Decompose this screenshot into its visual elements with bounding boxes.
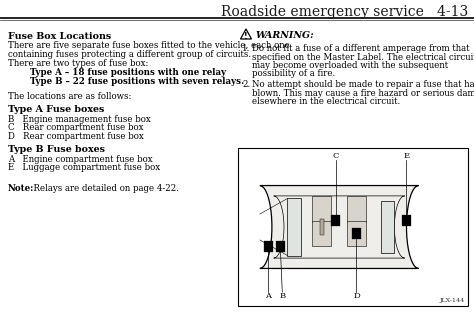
Bar: [402, 214, 411, 226]
Bar: [352, 227, 361, 239]
Text: C: C: [333, 152, 339, 160]
Text: possibility of a fire.: possibility of a fire.: [252, 70, 335, 79]
Text: may become overloaded with the subsequent: may become overloaded with the subsequen…: [252, 61, 448, 70]
Text: B: B: [279, 292, 285, 300]
Text: Type A – 18 fuse positions with one relay: Type A – 18 fuse positions with one rela…: [30, 68, 226, 77]
Text: Note:: Note:: [8, 184, 35, 193]
Text: containing fuses protecting a different group of circuits.: containing fuses protecting a different …: [8, 50, 251, 59]
Text: There are two types of fuse box:: There are two types of fuse box:: [8, 59, 148, 68]
Bar: [238, 148, 468, 306]
Text: !: !: [244, 32, 248, 41]
Text: Type A Fuse boxes: Type A Fuse boxes: [8, 106, 104, 115]
Text: C   Rear compartment fuse box: C Rear compartment fuse box: [8, 124, 144, 133]
Text: There are five separate fuse boxes fitted to the vehicle, each one: There are five separate fuse boxes fitte…: [8, 42, 290, 51]
Text: Roadside emergency service   4-13: Roadside emergency service 4-13: [221, 5, 468, 19]
Bar: [312, 220, 331, 246]
Text: A: A: [265, 292, 272, 300]
Bar: [312, 196, 331, 222]
Text: No attempt should be made to repair a fuse that has: No attempt should be made to repair a fu…: [252, 80, 474, 89]
Text: The locations are as follows:: The locations are as follows:: [8, 92, 131, 101]
Bar: [276, 240, 285, 252]
Text: E   Luggage compartment fuse box: E Luggage compartment fuse box: [8, 164, 160, 172]
Bar: [347, 220, 366, 246]
Text: B   Engine management fuse box: B Engine management fuse box: [8, 115, 151, 124]
Text: elsewhere in the electrical circuit.: elsewhere in the electrical circuit.: [252, 97, 400, 106]
Bar: [331, 214, 340, 226]
Text: 1.: 1.: [242, 44, 250, 53]
Text: D: D: [353, 292, 360, 300]
Text: Type B – 22 fuse positions with seven relays.: Type B – 22 fuse positions with seven re…: [30, 77, 244, 86]
Bar: [347, 196, 366, 222]
Text: A   Engine compartment fuse box: A Engine compartment fuse box: [8, 155, 153, 164]
Bar: [381, 201, 394, 253]
Bar: [320, 219, 324, 235]
Text: WARNING:: WARNING:: [256, 31, 315, 40]
Text: Type B Fuse boxes: Type B Fuse boxes: [8, 146, 105, 155]
Text: Fuse Box Locations: Fuse Box Locations: [8, 32, 111, 41]
Text: Relays are detailed on page 4-22.: Relays are detailed on page 4-22.: [28, 184, 179, 193]
Polygon shape: [260, 185, 419, 268]
Text: JLX-144: JLX-144: [440, 298, 465, 303]
Bar: [287, 198, 301, 255]
Text: specified on the Master Label. The electrical circuits: specified on the Master Label. The elect…: [252, 53, 474, 62]
Bar: [264, 240, 273, 252]
Text: blown. This may cause a fire hazard or serious damage: blown. This may cause a fire hazard or s…: [252, 89, 474, 98]
Text: D   Rear compartment fuse box: D Rear compartment fuse box: [8, 132, 144, 141]
Text: Do not fit a fuse of a different amperage from that: Do not fit a fuse of a different amperag…: [252, 44, 470, 53]
Text: 2.: 2.: [242, 80, 250, 89]
Text: E: E: [403, 152, 410, 160]
